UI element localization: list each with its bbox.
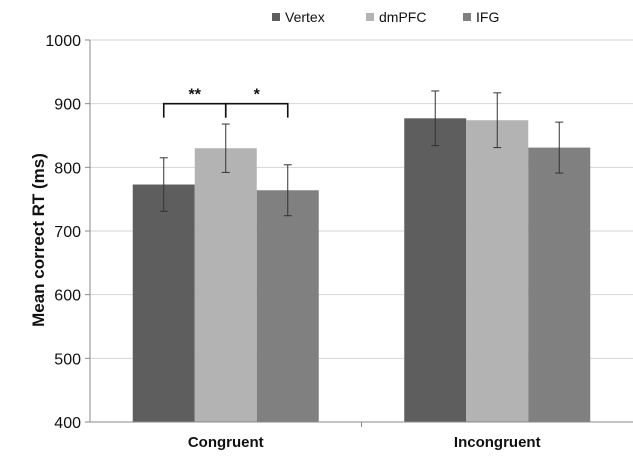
x-category-label: Incongruent — [454, 434, 541, 451]
y-tick-label: 800 — [54, 160, 81, 177]
x-category-label: Congruent — [188, 434, 264, 451]
legend-item: dmPFC — [366, 9, 426, 25]
significance-label: ** — [189, 87, 202, 104]
legend-swatch — [366, 13, 374, 21]
significance-bracket: * — [224, 87, 289, 118]
error-bars — [159, 90, 564, 217]
y-tick-label: 600 — [54, 288, 81, 305]
bar-dmpfc-congruent — [194, 148, 257, 422]
bracket-line — [162, 102, 227, 118]
legend-item: Vertex — [272, 9, 325, 25]
y-tick-label: 1000 — [45, 33, 81, 50]
legend-item: IFG — [463, 9, 499, 25]
bar-vertex-congruent — [132, 184, 195, 422]
legend-label: Vertex — [285, 9, 325, 25]
y-tick-label: 700 — [54, 224, 81, 241]
axes: 400 500 600 700 800 900 1000 Congruent Incongrue… — [45, 33, 633, 451]
legend-swatch — [272, 13, 280, 21]
legend-label: IFG — [476, 9, 499, 25]
bar-dmpfc-incongruent — [466, 120, 529, 422]
bar-ifg-incongruent — [528, 147, 591, 422]
bars — [132, 118, 591, 422]
bracket-line — [224, 102, 289, 118]
y-axis-title: Mean correct RT (ms) — [29, 153, 48, 327]
legend-label: dmPFC — [379, 9, 426, 25]
bar-vertex-incongruent — [404, 118, 467, 422]
significance-annotations: ** * — [162, 87, 289, 118]
legend: Vertex dmPFC IFG — [272, 9, 499, 25]
y-tick-label: 400 — [54, 415, 81, 432]
significance-label: * — [254, 87, 261, 104]
y-tick-label: 900 — [54, 97, 81, 114]
bar-ifg-congruent — [256, 190, 319, 422]
legend-swatch — [463, 13, 471, 21]
y-tick-label: 500 — [54, 351, 81, 368]
significance-bracket: ** — [162, 87, 227, 118]
